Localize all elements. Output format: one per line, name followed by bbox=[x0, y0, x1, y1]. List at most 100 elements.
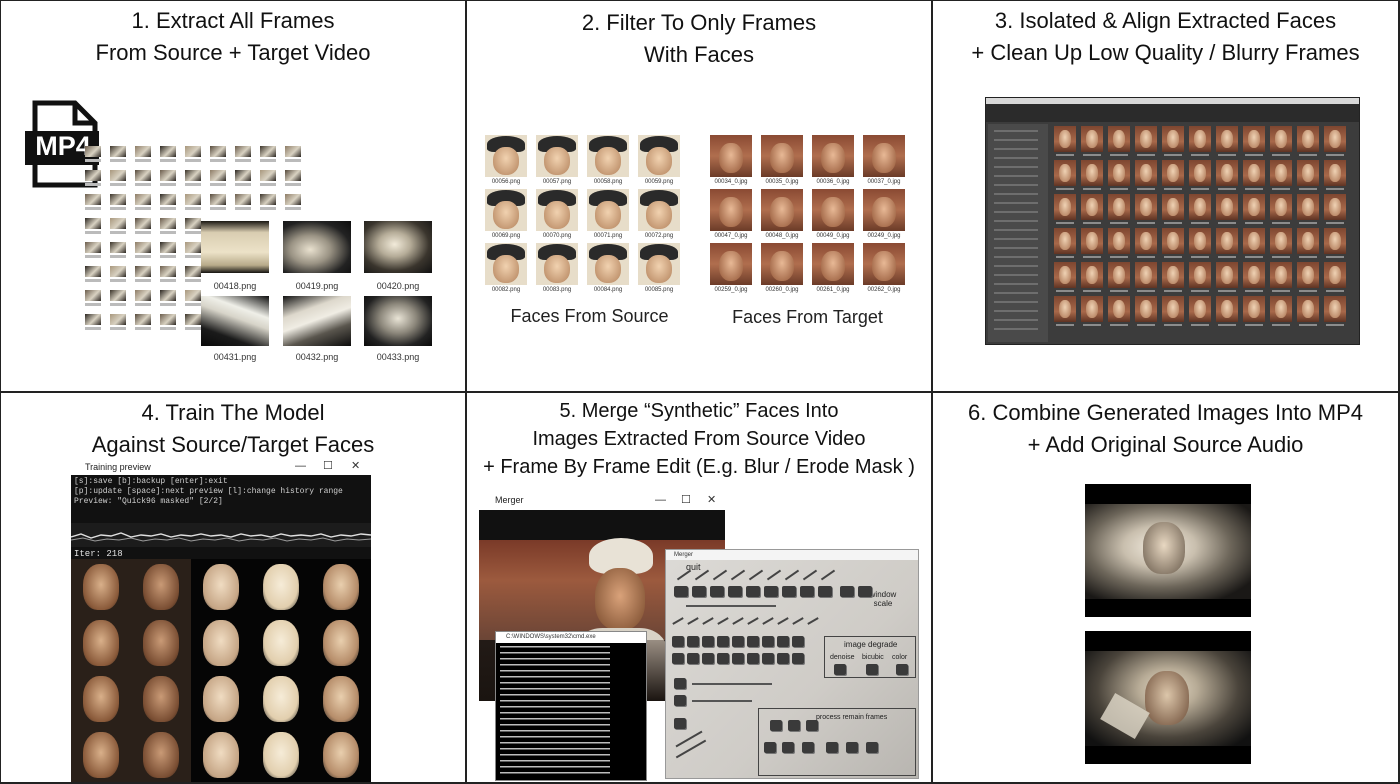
aligned-face-caption bbox=[1056, 256, 1074, 258]
aligned-face-caption bbox=[1164, 188, 1182, 190]
panel-4-title-line2: Against Source/Target Faces bbox=[91, 432, 375, 457]
help-process-label: process remain frames bbox=[816, 714, 888, 721]
aligned-face-skin bbox=[1329, 198, 1341, 216]
small-frame-thumbnail bbox=[160, 290, 176, 301]
training-preview-cell bbox=[131, 727, 191, 782]
small-frame-thumbnail bbox=[260, 194, 276, 205]
aligned-face-skin bbox=[1194, 164, 1206, 182]
small-frame-thumbnail bbox=[185, 194, 201, 205]
aligned-face-thumbnail bbox=[1243, 262, 1265, 288]
help-key-button bbox=[764, 742, 776, 753]
target-face-skin bbox=[821, 251, 845, 281]
help-key-button bbox=[777, 653, 789, 664]
panel-2-filter-faces: 2. Filter To Only Frames With Faces 0005… bbox=[467, 1, 931, 391]
training-preview-cell bbox=[311, 615, 371, 671]
help-key-label-line bbox=[717, 617, 729, 625]
merger-minimize-icon[interactable]: — bbox=[655, 494, 666, 506]
target-face-filename: 00048_0.jpg bbox=[765, 233, 799, 239]
frame-thumbnail-00432 bbox=[283, 296, 351, 346]
aligned-face-caption bbox=[1083, 324, 1101, 326]
close-icon[interactable]: ✕ bbox=[351, 460, 361, 472]
grid-border-top bbox=[0, 0, 1400, 1]
small-frame-caption-line bbox=[235, 159, 251, 162]
console-title-bar: C:\WINDOWS\system32\cmd.exe bbox=[496, 632, 646, 643]
small-frame-caption-line bbox=[185, 183, 201, 186]
aligned-face-thumbnail bbox=[1243, 194, 1265, 220]
aligned-face-thumbnail bbox=[1189, 160, 1211, 186]
aligned-face-skin bbox=[1194, 130, 1206, 148]
source-face-cap bbox=[487, 136, 525, 152]
small-frame-caption-line bbox=[285, 183, 301, 186]
small-frame-caption-line bbox=[210, 159, 226, 162]
small-frame-thumbnail bbox=[185, 170, 201, 181]
aligned-face-skin bbox=[1275, 130, 1287, 148]
aligned-face-thumbnail bbox=[1135, 228, 1157, 254]
help-key-button bbox=[770, 720, 782, 731]
aligned-face-skin bbox=[1167, 266, 1179, 284]
aligned-face-skin bbox=[1221, 266, 1233, 284]
aligned-face-caption bbox=[1110, 222, 1128, 224]
minimize-icon[interactable]: — bbox=[295, 460, 306, 472]
aligned-face-thumbnail bbox=[1243, 296, 1265, 322]
training-face bbox=[263, 732, 299, 778]
aligned-face-thumbnail bbox=[1243, 126, 1265, 152]
training-face bbox=[143, 620, 179, 666]
aligned-face-thumbnail bbox=[1324, 228, 1346, 254]
target-face-skin bbox=[821, 143, 845, 173]
aligned-face-caption bbox=[1110, 290, 1128, 292]
aligned-face-caption bbox=[1164, 256, 1182, 258]
training-preview-cell bbox=[311, 559, 371, 615]
aligned-face-skin bbox=[1221, 198, 1233, 216]
training-preview-cell bbox=[311, 671, 371, 727]
panel-1-title-line2: From Source + Target Video bbox=[95, 40, 371, 65]
training-face bbox=[203, 676, 239, 722]
help-key-label-line bbox=[747, 617, 759, 625]
help-key-button bbox=[674, 678, 686, 689]
help-key-button bbox=[732, 653, 744, 664]
help-key-label-line bbox=[820, 569, 836, 581]
target-face-thumbnail bbox=[761, 243, 803, 285]
source-face-filename: 00071.png bbox=[593, 233, 623, 239]
console-window-title: C:\WINDOWS\system32\cmd.exe bbox=[506, 634, 596, 640]
iteration-bar: Iter: 218 bbox=[71, 547, 371, 559]
training-preview-cell bbox=[191, 671, 251, 727]
training-preview-cell bbox=[191, 559, 251, 615]
help-key-button bbox=[702, 653, 714, 664]
training-face bbox=[323, 620, 359, 666]
panel-3-title-line2: + Clean Up Low Quality / Blurry Frames bbox=[971, 40, 1360, 65]
panel-2-title: 2. Filter To Only Frames With Faces bbox=[467, 7, 931, 71]
maximize-icon[interactable]: ☐ bbox=[323, 460, 333, 472]
aligned-face-skin bbox=[1329, 266, 1341, 284]
help-key-button bbox=[674, 586, 688, 597]
help-key-button bbox=[746, 586, 760, 597]
aligned-face-caption bbox=[1191, 256, 1209, 258]
target-face-filename: 00036_0.jpg bbox=[816, 179, 850, 185]
training-face bbox=[203, 732, 239, 778]
aligned-face-caption bbox=[1326, 256, 1344, 258]
help-key-button bbox=[792, 636, 804, 647]
target-face-skin bbox=[770, 251, 794, 281]
output-video-frame-1 bbox=[1085, 484, 1251, 617]
aligned-face-thumbnail bbox=[1054, 160, 1076, 186]
small-frame-caption-line bbox=[160, 327, 176, 330]
merger-close-icon[interactable]: ✕ bbox=[707, 494, 717, 506]
aligned-face-thumbnail bbox=[1081, 160, 1103, 186]
small-frame-thumbnail bbox=[285, 194, 301, 205]
aligned-face-thumbnails bbox=[1054, 126, 1354, 336]
aligned-face-thumbnail bbox=[1135, 194, 1157, 220]
panel-1-title-line1: 1. Extract All Frames bbox=[131, 8, 335, 33]
command-console-window: C:\WINDOWS\system32\cmd.exe bbox=[495, 631, 647, 781]
frame-caption-00418: 00418.png bbox=[213, 281, 257, 291]
small-frame-caption-line bbox=[285, 207, 301, 210]
aligned-face-skin bbox=[1275, 198, 1287, 216]
merger-maximize-icon[interactable]: ☐ bbox=[681, 494, 691, 506]
aligned-face-caption bbox=[1137, 222, 1155, 224]
aligned-face-thumbnail bbox=[1108, 262, 1130, 288]
target-faces-caption: Faces From Target bbox=[732, 307, 883, 327]
small-frame-thumbnail bbox=[135, 170, 151, 181]
small-frame-thumbnail bbox=[110, 170, 126, 181]
aligned-face-thumbnail bbox=[1216, 160, 1238, 186]
small-frame-caption-line bbox=[85, 303, 101, 306]
source-face-thumbnail bbox=[638, 135, 680, 177]
aligned-face-thumbnail bbox=[1270, 228, 1292, 254]
